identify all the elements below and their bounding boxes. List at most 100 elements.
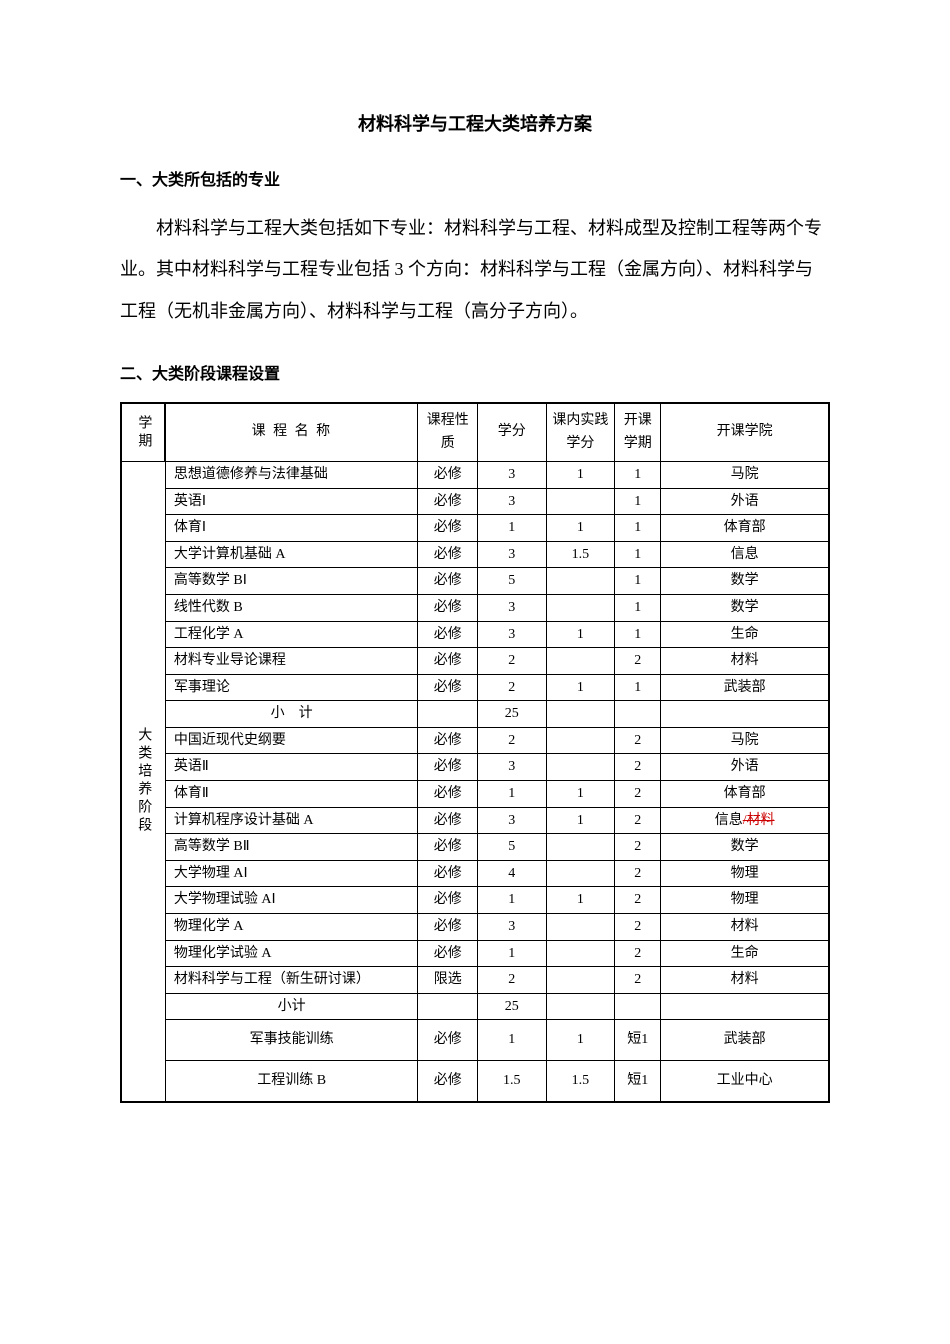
credits-cell: 2 [478,727,547,754]
college-cell: 生命 [661,621,829,648]
course-type-cell: 必修 [418,621,478,648]
college-prefix: 信息 [715,813,743,828]
college-cell-mixed: 信息/材料 [661,807,829,834]
credits-cell: 1.5 [478,1061,547,1102]
course-name-cell: 材料专业导论课程 [165,648,417,675]
term-cell: 2 [615,727,661,754]
table-row: 大学物理 AⅠ 必修 4 2 物理 [121,860,829,887]
college-cell: 材料 [661,967,829,994]
table-row: 中国近现代史纲要 必修 2 2 马院 [121,727,829,754]
table-row: 体育Ⅰ 必修 1 1 1 体育部 [121,515,829,542]
course-type-cell: 必修 [418,1020,478,1061]
course-name-cell: 大学物理 AⅠ [165,860,417,887]
table-row: 工程化学 A 必修 3 1 1 生命 [121,621,829,648]
college-cell: 生命 [661,940,829,967]
college-cell: 数学 [661,568,829,595]
subtotal-empty [546,701,615,728]
credits-cell: 2 [478,967,547,994]
course-type-cell: 必修 [418,674,478,701]
section-1-body: 材料科学与工程大类包括如下专业：材料科学与工程、材料成型及控制工程等两个专业。其… [120,208,830,332]
term-cell: 1 [615,515,661,542]
credits-cell: 5 [478,834,547,861]
practice-cell: 1 [546,674,615,701]
practice-cell: 1 [546,1020,615,1061]
practice-cell [546,967,615,994]
credits-cell: 3 [478,594,547,621]
credits-cell: 2 [478,674,547,701]
table-row: 物理化学试验 A 必修 1 2 生命 [121,940,829,967]
col-term: 开课学期 [615,403,661,461]
table-row: 军事技能训练 必修 1 1 短1 武装部 [121,1020,829,1061]
table-row: 体育Ⅱ 必修 1 1 2 体育部 [121,781,829,808]
subtotal-credits: 25 [478,993,547,1020]
credits-cell: 1 [478,781,547,808]
subtotal-row: 小 计 25 [121,701,829,728]
term-cell: 1 [615,541,661,568]
college-cell: 材料 [661,914,829,941]
course-name-cell: 物理化学试验 A [165,940,417,967]
table-row: 高等数学 BⅡ 必修 5 2 数学 [121,834,829,861]
term-cell: 2 [615,648,661,675]
subtotal-credits: 25 [478,701,547,728]
college-cell: 工业中心 [661,1061,829,1102]
credits-cell: 2 [478,648,547,675]
practice-cell [546,754,615,781]
table-row: 物理化学 A 必修 3 2 材料 [121,914,829,941]
course-type-cell: 必修 [418,834,478,861]
term-cell: 2 [615,754,661,781]
college-cell: 信息 [661,541,829,568]
subtotal-empty [546,993,615,1020]
table-row: 计算机程序设计基础 A 必修 3 1 2 信息/材料 [121,807,829,834]
subtotal-empty [418,993,478,1020]
col-semester: 学期 [121,403,165,461]
term-cell: 1 [615,674,661,701]
course-type-cell: 必修 [418,807,478,834]
course-type-cell: 必修 [418,1061,478,1102]
course-name-cell: 英语Ⅰ [165,488,417,515]
course-name-cell: 高等数学 BⅡ [165,834,417,861]
term-cell: 2 [615,887,661,914]
term-cell: 2 [615,940,661,967]
subtotal-empty [615,701,661,728]
course-type-cell: 必修 [418,515,478,542]
table-row: 材料科学与工程（新生研讨课） 限选 2 2 材料 [121,967,829,994]
practice-cell [546,568,615,595]
college-cell: 体育部 [661,781,829,808]
term-cell: 2 [615,781,661,808]
college-strike: /材料 [743,813,775,828]
course-type-cell: 必修 [418,568,478,595]
practice-cell [546,488,615,515]
term-cell: 短1 [615,1061,661,1102]
credits-cell: 3 [478,754,547,781]
credits-cell: 1 [478,515,547,542]
section-2-heading: 二、大类阶段课程设置 [120,360,830,384]
credits-cell: 1 [478,940,547,967]
credits-cell: 3 [478,461,547,488]
course-type-cell: 必修 [418,754,478,781]
course-type-cell: 必修 [418,594,478,621]
course-name-cell: 体育Ⅰ [165,515,417,542]
term-cell: 2 [615,807,661,834]
subtotal-empty [661,701,829,728]
col-college: 开课学院 [661,403,829,461]
credits-cell: 3 [478,488,547,515]
practice-cell: 1 [546,807,615,834]
table-row: 大学物理试验 AⅠ 必修 1 1 2 物理 [121,887,829,914]
subtotal-row: 小计 25 [121,993,829,1020]
subtotal-empty [661,993,829,1020]
practice-cell [546,940,615,967]
table-row: 线性代数 B 必修 3 1 数学 [121,594,829,621]
course-name-cell: 工程训练 B [165,1061,417,1102]
college-cell: 外语 [661,754,829,781]
credits-cell: 3 [478,541,547,568]
college-cell: 数学 [661,834,829,861]
college-cell: 外语 [661,488,829,515]
practice-cell [546,834,615,861]
course-type-cell: 必修 [418,887,478,914]
course-name-cell: 计算机程序设计基础 A [165,807,417,834]
course-type-cell: 必修 [418,461,478,488]
course-type-cell: 必修 [418,488,478,515]
practice-cell: 1.5 [546,1061,615,1102]
course-type-cell: 必修 [418,648,478,675]
subtotal-label: 小计 [165,993,417,1020]
